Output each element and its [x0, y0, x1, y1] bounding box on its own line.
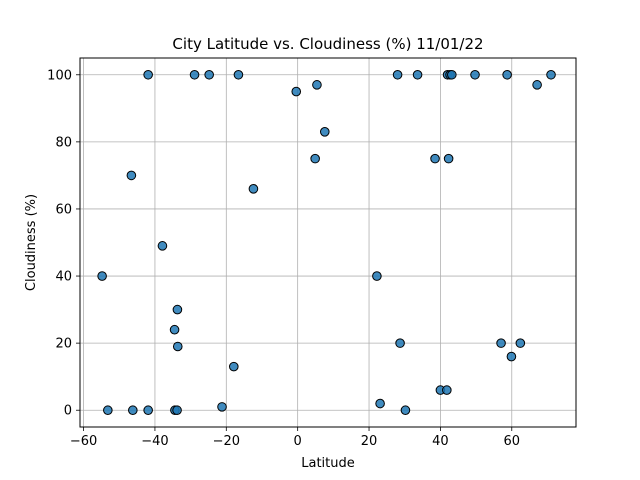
data-point: [532, 80, 542, 90]
data-point: [157, 241, 168, 251]
y-tick-label: 60: [55, 202, 72, 217]
x-tick-label: 60: [503, 434, 520, 449]
data-point: [143, 69, 153, 80]
data-point: [372, 271, 382, 281]
data-point: [400, 405, 411, 416]
data-point: [470, 69, 480, 80]
data-point: [228, 361, 239, 372]
grid-lines: [80, 58, 576, 427]
data-point: [447, 69, 457, 80]
data-point: [172, 304, 183, 315]
y-tick-label: 0: [64, 404, 72, 419]
data-point: [430, 153, 440, 164]
data-point: [496, 338, 506, 348]
y-tick-label: 100: [47, 68, 72, 83]
data-point: [502, 69, 512, 80]
data-point: [392, 69, 403, 80]
data-point: [248, 184, 259, 194]
data-point: [291, 86, 302, 97]
data-point: [233, 69, 244, 80]
data-point: [443, 153, 454, 164]
y-tick-label: 80: [55, 135, 72, 150]
x-tick-label: 0: [294, 434, 302, 449]
data-point: [126, 170, 137, 181]
data-point: [515, 338, 526, 348]
y-axis-title: Cloudiness (%): [24, 194, 39, 291]
data-point: [319, 127, 330, 137]
axis-ticks: −60 −40 −20 0 20 40 60 0 20 40 60 80 100: [47, 68, 520, 449]
data-point: [375, 398, 385, 409]
x-tick-label: 20: [361, 434, 378, 449]
x-tick-label: 40: [432, 434, 449, 449]
data-point: [103, 405, 113, 416]
data-point: [546, 69, 556, 80]
x-tick-label: −60: [70, 434, 97, 449]
data-point: [128, 405, 138, 416]
data-point: [172, 341, 183, 352]
data-point: [97, 271, 107, 281]
data-point: [143, 405, 153, 416]
data-point: [204, 69, 214, 80]
x-tick-label: −40: [141, 434, 168, 449]
plot-area-frame: [79, 57, 577, 428]
data-point: [189, 69, 200, 80]
y-tick-label: 20: [55, 337, 72, 352]
x-axis-title: Latitude: [301, 456, 355, 471]
data-points: [97, 69, 556, 416]
data-point: [442, 385, 452, 395]
chart-title: City Latitude vs. Cloudiness (%) 11/01/2…: [172, 35, 483, 53]
x-tick-label: −20: [213, 434, 240, 449]
data-point: [312, 80, 322, 90]
data-point: [412, 69, 423, 80]
data-point: [506, 351, 517, 362]
data-point: [172, 405, 182, 416]
data-point: [395, 338, 405, 348]
data-point: [169, 324, 180, 335]
data-point: [310, 153, 320, 164]
data-point: [217, 402, 227, 412]
y-tick-label: 40: [55, 270, 72, 285]
